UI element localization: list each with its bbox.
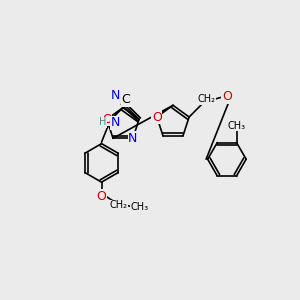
Text: CH₂: CH₂ bbox=[110, 200, 128, 210]
Text: O: O bbox=[152, 110, 162, 124]
Text: N: N bbox=[110, 89, 120, 102]
Text: CH₂: CH₂ bbox=[198, 94, 216, 104]
Text: N: N bbox=[111, 116, 120, 129]
Text: N: N bbox=[128, 132, 138, 145]
Text: C: C bbox=[122, 93, 130, 106]
Text: CH₃: CH₃ bbox=[130, 202, 148, 212]
Text: O: O bbox=[97, 190, 106, 202]
Text: H: H bbox=[99, 117, 106, 127]
Text: CH₃: CH₃ bbox=[227, 121, 246, 130]
Text: O: O bbox=[222, 90, 232, 103]
Text: O: O bbox=[102, 113, 112, 126]
